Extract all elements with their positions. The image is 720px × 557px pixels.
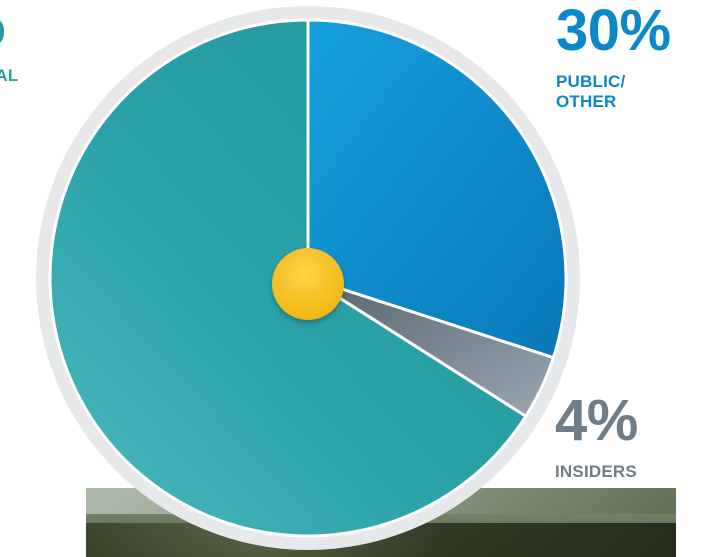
center-dot — [272, 248, 344, 320]
institutional-label-group: % TIONAL — [0, 0, 18, 86]
insiders-percent: 4% — [555, 388, 638, 453]
insiders-label-group: 4% INSIDERS — [555, 392, 638, 482]
institutional-percent: % — [0, 0, 18, 54]
public-other-label-group: 30% PUBLIC/ OTHER — [556, 2, 671, 112]
pie-slice-public-other — [306, 18, 568, 360]
insiders-label: INSIDERS — [555, 462, 637, 481]
public-other-label: PUBLIC/ OTHER — [556, 72, 626, 111]
institutional-label: TIONAL — [0, 66, 19, 85]
public-other-percent: 30% — [556, 0, 671, 63]
